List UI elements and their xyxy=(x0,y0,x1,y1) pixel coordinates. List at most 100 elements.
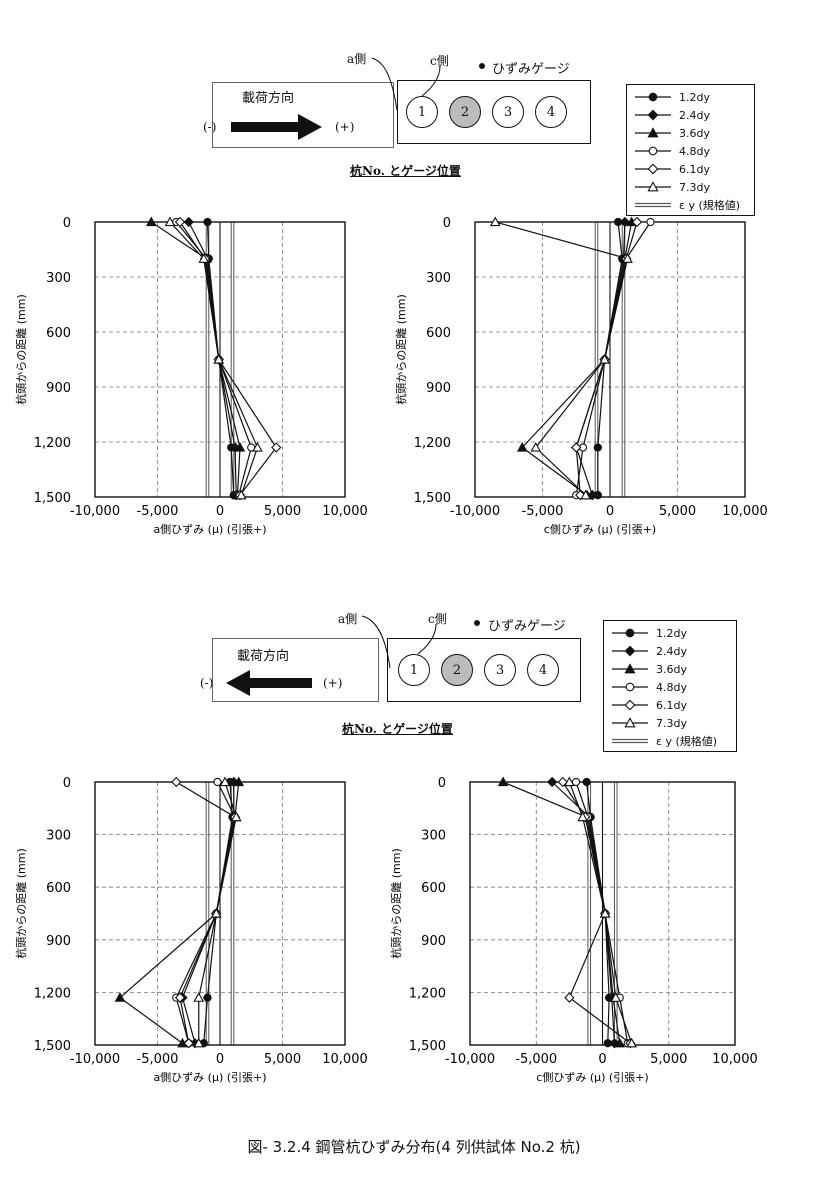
y-tick-label: 1,500 xyxy=(409,1039,446,1054)
y-tick-label: 0 xyxy=(438,776,446,791)
legend-item: ε y (規格値) xyxy=(610,732,717,750)
x-tick-label: 0 xyxy=(216,504,224,519)
legend-label: 1.2dy xyxy=(656,626,687,640)
load-direction-box xyxy=(212,638,379,702)
load-arrow-right xyxy=(231,122,299,132)
data-point xyxy=(530,441,542,452)
x-tick-label: -5,000 xyxy=(137,1052,179,1067)
series-line-6.1dy xyxy=(562,781,631,1044)
legend-item: 3.6dy xyxy=(610,660,687,678)
x-tick-label: 10,000 xyxy=(322,504,368,519)
data-point xyxy=(213,777,222,787)
y-tick-label: 600 xyxy=(46,881,71,896)
legend-item: 6.1dy xyxy=(610,696,687,714)
series-line-2.4dy xyxy=(188,221,237,496)
pile-group-box xyxy=(397,80,591,144)
x-tick-label: 5,000 xyxy=(659,504,696,519)
y-tick-label: 600 xyxy=(46,326,71,341)
series-line-6.1dy xyxy=(179,221,277,496)
series-line-4.8dy xyxy=(575,221,652,496)
legend-item: 1.2dy xyxy=(610,624,687,642)
gauge-dot xyxy=(474,620,480,626)
legend-swatch xyxy=(612,717,648,728)
legend-label: 2.4dy xyxy=(679,108,710,122)
legend-swatch xyxy=(635,202,671,208)
data-point xyxy=(198,253,210,263)
data-point xyxy=(571,442,582,453)
legend-label: 3.6dy xyxy=(656,662,687,676)
data-point xyxy=(577,811,588,822)
legend-swatch xyxy=(612,645,648,657)
x-tick-label: 5,000 xyxy=(264,504,301,519)
y-tick-label: 900 xyxy=(46,934,71,949)
x-tick-label: -5,000 xyxy=(137,504,179,519)
legend-swatch xyxy=(612,738,648,744)
data-point xyxy=(234,441,246,452)
series-line-3.6dy xyxy=(119,781,240,1044)
pile-4: 4 xyxy=(535,96,567,128)
x-tick-label: 5,000 xyxy=(650,1052,687,1067)
legend-label: 2.4dy xyxy=(656,644,687,658)
pile-2: 2 xyxy=(441,654,473,686)
y-axis-label: 杭頭からの距離 (mm) xyxy=(14,848,28,959)
schematic-diagram-2: 載荷方向 (-) (+) 1 2 3 4 ひずみゲージ a側 c側 杭No. と… xyxy=(200,612,581,736)
y-tick-label: 0 xyxy=(63,216,71,231)
legend-item: 4.8dy xyxy=(610,678,687,696)
data-point xyxy=(145,216,157,227)
data-point xyxy=(614,1037,626,1048)
data-point xyxy=(622,253,633,263)
minus-label: (-) xyxy=(203,120,217,134)
figure-caption: 図- 3.2.4 鋼管杭ひずみ分布(4 列供試体 No.2 杭) xyxy=(247,1138,581,1156)
diagram-caption: 杭No. とゲージ位置 xyxy=(342,722,453,736)
plot-frame xyxy=(474,221,746,498)
y-tick-label: 900 xyxy=(46,381,71,396)
series-line-6.1dy xyxy=(175,781,236,1044)
y-tick-label: 900 xyxy=(426,381,451,396)
legend-label: 1.2dy xyxy=(679,90,710,104)
pile-3-label: 3 xyxy=(495,662,505,678)
load-arrowhead-right xyxy=(298,114,322,140)
data-point xyxy=(213,353,225,364)
x-tick-label: 0 xyxy=(598,1052,606,1067)
data-point xyxy=(183,1038,194,1049)
data-point xyxy=(210,907,222,918)
load-arrowhead-left xyxy=(226,670,250,696)
x-tick-label: -10,000 xyxy=(70,504,120,519)
y-axis-label: 杭頭からの距離 (mm) xyxy=(14,294,28,405)
plot-frame xyxy=(469,781,736,1046)
legend-swatch xyxy=(612,663,648,674)
x-axis-label: a側ひずみ (μ) (引張+) xyxy=(153,1070,266,1084)
pile-3-label: 3 xyxy=(503,104,513,120)
gauge-dot xyxy=(479,63,485,69)
x-axis-label: c側ひずみ (μ) (引張+) xyxy=(544,522,656,536)
pile-4: 4 xyxy=(527,654,559,686)
data-point xyxy=(626,1037,637,1048)
data-point xyxy=(557,776,568,788)
data-point xyxy=(171,776,182,788)
legend-item: 7.3dy xyxy=(610,714,687,732)
legend-item: 7.3dy xyxy=(633,178,710,196)
legend-swatch xyxy=(635,181,671,192)
y-tick-label: 300 xyxy=(46,829,71,844)
data-point xyxy=(203,217,212,227)
data-point xyxy=(546,776,558,788)
data-point xyxy=(235,489,247,500)
y-tick-label: 1,200 xyxy=(34,986,71,1001)
data-point xyxy=(564,992,575,1003)
data-point xyxy=(174,216,186,228)
series-line-2.4dy xyxy=(181,782,235,1044)
data-point xyxy=(230,811,242,822)
legend-2: 1.2dy 2.4dy 3.6dy 4.8dy 6.1dy 7.3dy ε y (規格値) xyxy=(603,620,737,752)
y-tick-label: 1,500 xyxy=(414,491,451,506)
chart-panel-4: -10,000 -5,000 0 5,000 10,000 0 300 600 900 1,200… xyxy=(389,776,758,1084)
data-point xyxy=(497,776,509,787)
legend-item: 3.6dy xyxy=(633,124,710,142)
pile-2: 2 xyxy=(449,96,481,128)
x-tick-label: 5,000 xyxy=(264,1052,301,1067)
legend-swatch xyxy=(635,127,671,138)
legend-item: 2.4dy xyxy=(633,106,710,124)
gauge-pointer-lines xyxy=(371,57,441,111)
diagram-caption: 杭No. とゲージ位置 xyxy=(350,164,461,178)
legend-label: 3.6dy xyxy=(679,126,710,140)
series-group xyxy=(145,216,282,501)
